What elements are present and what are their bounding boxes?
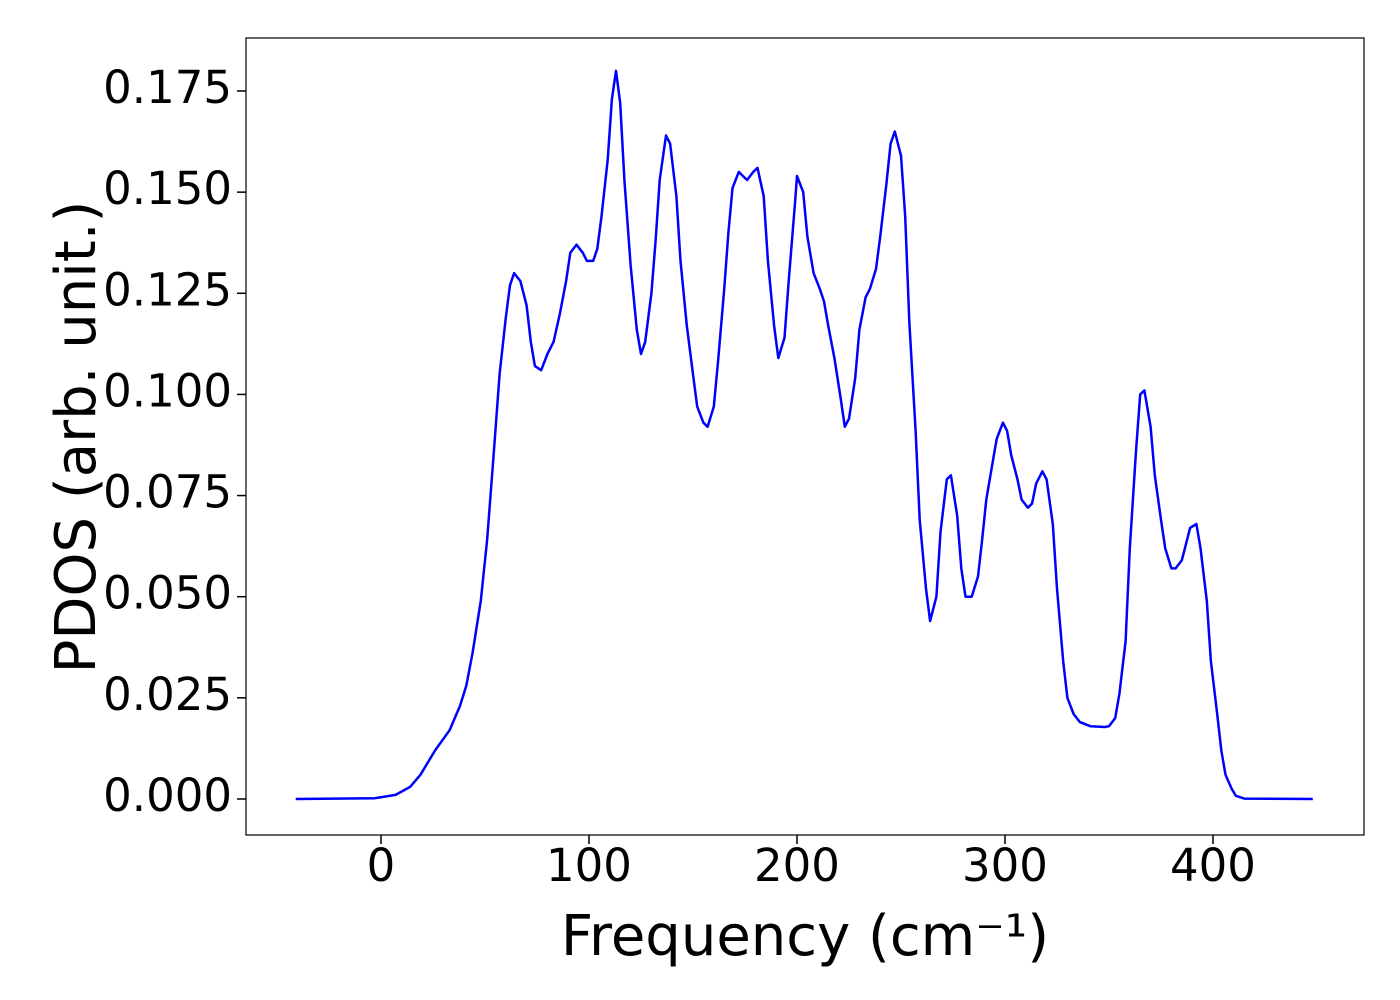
x-tick-label: 400 [1170,839,1256,892]
y-tick-label: 0.175 [103,61,232,114]
y-axis-label: PDOS (arb. unit.) [44,201,109,674]
plot-frame [245,37,1365,836]
y-tick-label: 0.100 [103,364,232,417]
x-tick-label: 100 [546,839,632,892]
y-tick-label: 0.150 [103,162,232,215]
y-tick-label: 0.125 [103,263,232,316]
x-axis-label: Frequency (cm⁻¹) [561,904,1049,969]
y-tick-label: 0.075 [103,466,232,519]
x-tick-label: 200 [754,839,840,892]
x-tick-label: 0 [367,839,396,892]
y-tick-label: 0.050 [103,567,232,620]
pdos-line [295,69,1313,801]
y-tick-label: 0.000 [103,769,232,822]
x-tick-label: 300 [962,839,1048,892]
y-tick-label: 0.025 [103,668,232,721]
